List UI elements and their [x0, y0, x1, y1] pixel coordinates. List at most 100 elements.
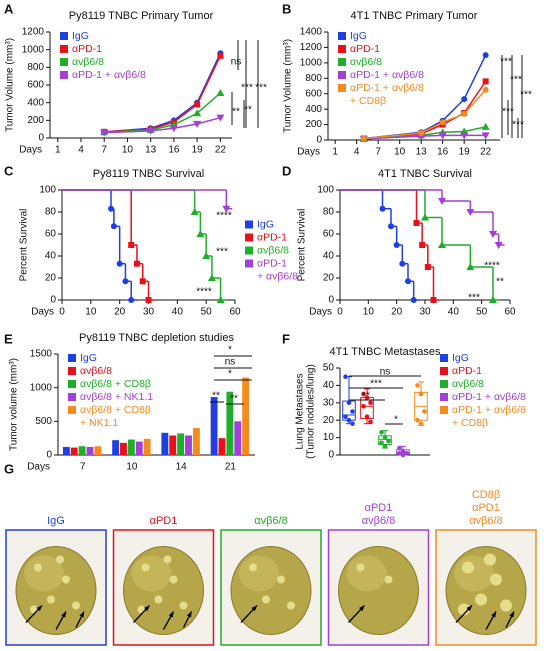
data-point [382, 444, 388, 449]
y-tick-label: 40 [323, 380, 335, 391]
nodule [169, 575, 178, 584]
marker [122, 278, 129, 285]
y-tick-label: 200 [305, 119, 322, 130]
data-point [418, 391, 424, 397]
photo-label: αPD1 [150, 515, 178, 527]
lung-lobe [239, 555, 279, 592]
arrow-head [144, 605, 150, 612]
data-point [368, 400, 373, 406]
significance-label: ns [225, 357, 236, 368]
nodule [356, 563, 365, 572]
y-tick-label: 1500 [30, 349, 53, 360]
marker [466, 263, 475, 270]
legend-swatch [338, 32, 346, 40]
nodule [458, 603, 470, 616]
x-tick-label: 20 [391, 307, 403, 318]
x-axis-label: Days [31, 307, 54, 318]
legend-swatch [440, 380, 448, 388]
x-tick-label: 16 [437, 147, 449, 158]
marker [399, 260, 406, 267]
marker [438, 198, 446, 205]
nodule [34, 563, 42, 572]
y-tick-label: 1000 [22, 44, 45, 55]
legend-label: IgG [80, 352, 97, 364]
bar [242, 377, 250, 455]
y-tick-label: 30 [323, 397, 335, 408]
data-point [415, 383, 420, 388]
data-point [400, 452, 406, 458]
y-tick-label: 600 [305, 88, 322, 99]
legend-label: + CD8β [350, 95, 386, 107]
marker [216, 296, 225, 303]
x-tick-label: 7 [80, 462, 86, 473]
marker [190, 208, 199, 215]
legend-label: IgG [257, 218, 274, 230]
nodule [484, 553, 496, 566]
y-tick-label: 0 [46, 450, 52, 461]
data-point [379, 440, 384, 446]
y-axis-label: Lung Metastases [295, 373, 306, 449]
marker [466, 209, 475, 216]
lung-lobe [346, 555, 387, 592]
significance-label: *** [500, 57, 512, 68]
nodule [462, 561, 474, 574]
x-tick-label: 7 [375, 147, 381, 158]
legend-swatch [338, 45, 346, 53]
significance-label: ns [231, 57, 242, 68]
data-point [418, 421, 424, 426]
lung-lobe [131, 555, 172, 592]
y-tick-label: 800 [27, 62, 44, 73]
x-tick-label: 0 [337, 307, 343, 318]
legend-label: αPD-1 + αvβ6/8 [350, 82, 424, 94]
legend-label: αPD-1 + αvβ6/8 [72, 69, 146, 81]
panel-letter: E [4, 331, 13, 346]
marker [128, 297, 135, 303]
y-tick-label: 0 [328, 295, 334, 306]
data-point [397, 445, 402, 451]
bar [86, 446, 94, 455]
y-tick-label: 40 [323, 251, 335, 262]
bar [120, 442, 127, 455]
legend-swatch [338, 58, 346, 66]
nodule [72, 601, 80, 610]
legend-swatch [68, 380, 76, 388]
y-tick-label: 600 [27, 80, 44, 91]
legend-swatch [60, 58, 68, 66]
x-tick-label: 7 [101, 145, 107, 156]
legend-label: αvβ6/8 [257, 244, 289, 256]
data-point [346, 400, 352, 406]
bar [161, 432, 169, 455]
marker [100, 129, 109, 137]
significance-label: * [394, 415, 398, 426]
legend-label: αvβ6/8 [350, 56, 382, 68]
bar [70, 447, 78, 455]
marker [388, 223, 394, 230]
x-tick-label: 20 [114, 307, 126, 318]
y-tick-label: 400 [27, 97, 44, 108]
y-tick-label: 1000 [30, 382, 53, 393]
y-tick-label: 100 [39, 185, 56, 196]
y-tick-label: 200 [27, 115, 44, 126]
x-tick-label: 19 [459, 147, 471, 158]
significance-label: ** [244, 105, 252, 116]
photo-label: IgG [47, 515, 65, 527]
data-point [364, 414, 370, 420]
marker [410, 297, 417, 303]
nodule [56, 555, 64, 564]
legend-label: αPD-1 + αvβ6/8 [452, 404, 526, 416]
legend-label: αvβ6/8 [452, 378, 484, 390]
marker [461, 110, 468, 117]
marker [193, 109, 202, 117]
y-tick-label: 0 [50, 295, 56, 306]
marker [116, 260, 123, 267]
x-tick-label: 1 [55, 145, 61, 156]
y-axis-label: Tumor Volume (mm³) [5, 38, 16, 132]
data-point [415, 417, 420, 423]
x-tick-label: 10 [122, 145, 134, 156]
bar [62, 446, 70, 455]
marker [482, 86, 489, 93]
legend-label: αPD-1 [452, 365, 482, 377]
significance-label: * [228, 369, 232, 380]
x-tick-label: 60 [504, 307, 516, 318]
